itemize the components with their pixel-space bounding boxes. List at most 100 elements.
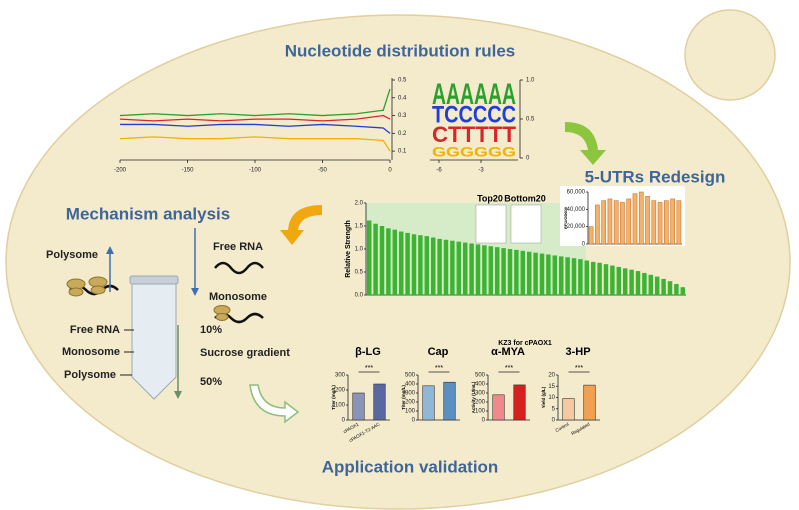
- y-tick-label: 15: [548, 384, 555, 390]
- mechanism-illustration: [66, 228, 264, 400]
- logo-row: CTTTTT: [432, 122, 517, 147]
- bar: [601, 200, 607, 245]
- logo-row: TCCCCC: [432, 101, 516, 128]
- section-title: Application validation: [322, 457, 499, 476]
- line: [120, 123, 391, 134]
- bar: [571, 258, 577, 295]
- arrow: [249, 384, 300, 424]
- bar: [584, 260, 590, 295]
- bar: [514, 249, 519, 295]
- y-axis-label: Yield (g/L): [541, 386, 546, 408]
- y-tick-label: 0.5: [355, 270, 364, 276]
- bar: [680, 287, 686, 295]
- bar: [392, 229, 398, 295]
- y-axis-label: Titer (mg/L): [331, 385, 336, 410]
- y-tick-label: 0: [582, 242, 586, 248]
- y-tick-label: 0.2: [398, 131, 407, 137]
- bar: [667, 281, 673, 295]
- label: Monosome: [209, 291, 267, 303]
- bar: [507, 249, 513, 295]
- y-tick-label: 40,000: [567, 207, 586, 213]
- bar: [648, 274, 654, 295]
- label: Polysome: [64, 369, 116, 381]
- label: 10%: [200, 324, 222, 336]
- bar: [603, 264, 609, 295]
- bar: [539, 253, 545, 295]
- bar: [405, 232, 410, 295]
- line: [119, 88, 391, 117]
- y-axis-label: Relative Strength: [345, 220, 352, 278]
- y-tick-label: 0.5: [398, 78, 407, 84]
- bar: [642, 272, 647, 295]
- bar: [607, 198, 613, 245]
- bar: [552, 255, 558, 295]
- x-tick-label: -150: [181, 168, 194, 174]
- bar: [430, 237, 436, 295]
- y-tick-label: 1.0: [526, 78, 535, 84]
- x-tick-label: -100: [249, 168, 262, 174]
- bar: [488, 246, 494, 295]
- y-tick-label: 0: [552, 418, 556, 424]
- y-tick-label: 0: [526, 156, 530, 162]
- inset-logo: [510, 204, 542, 244]
- bar: [635, 271, 641, 295]
- y-tick-label: 300: [335, 373, 346, 379]
- bar: [424, 236, 430, 295]
- y-tick-label: 1.5: [355, 224, 364, 230]
- x-tick-label: Control: [555, 422, 570, 434]
- chart-title: 3-HP: [565, 346, 590, 358]
- significance: ***: [365, 365, 373, 372]
- section-title: Nucleotide distribution rules: [285, 41, 515, 60]
- label: 50%: [200, 376, 222, 388]
- y-tick-label: 0.3: [398, 113, 407, 119]
- y-tick-label: 200: [475, 400, 486, 406]
- label: Free RNA: [213, 241, 263, 253]
- bar: [546, 254, 551, 295]
- bar: [398, 231, 404, 295]
- bar: [651, 200, 657, 245]
- inset-title: Bottom20: [504, 193, 546, 203]
- bar: [663, 200, 669, 245]
- bar: [654, 276, 660, 295]
- bar: [379, 226, 385, 295]
- y-tick-label: 0: [482, 418, 486, 424]
- bar: [610, 265, 615, 295]
- line: [119, 136, 391, 152]
- bar: [501, 248, 506, 295]
- bar: [629, 269, 634, 295]
- section-title: Mechanism analysis: [66, 204, 230, 223]
- arrow: [280, 205, 322, 245]
- bar: [588, 226, 594, 245]
- bar: [558, 256, 564, 295]
- y-tick-label: 60,000: [567, 190, 586, 196]
- y-tick-label: 0.1: [398, 149, 407, 155]
- bar: [422, 385, 435, 421]
- arrow: [565, 122, 606, 165]
- y-tick-label: 200: [335, 388, 346, 394]
- logo-row: AAAAAA: [432, 78, 516, 111]
- y-tick-label: 500: [475, 373, 486, 379]
- bar: [386, 228, 391, 295]
- y-tick-label: 100: [475, 409, 486, 415]
- bar: [469, 243, 474, 295]
- inset-title: Top20: [477, 193, 503, 203]
- y-tick-label: 400: [405, 382, 416, 388]
- bar: [475, 244, 481, 295]
- chart-title: α-MYA: [491, 346, 525, 358]
- y-tick-label: 10: [548, 395, 555, 401]
- label: Sucrose gradient: [200, 347, 290, 359]
- section-title: 5-UTRs Redesign: [585, 167, 726, 186]
- x-tick-label: -50: [318, 168, 327, 174]
- logo-row: GGGGGG: [432, 144, 516, 160]
- bar: [645, 196, 650, 245]
- y-tick-label: 2.0: [355, 201, 364, 207]
- chart-title: Cap: [428, 346, 449, 358]
- bar: [622, 268, 628, 295]
- bar: [411, 234, 417, 295]
- x-tick-label: -200: [114, 168, 127, 174]
- bar: [418, 235, 423, 295]
- y-axis-label: Activity (U/mL): [471, 381, 476, 413]
- y-tick-label: 300: [405, 391, 416, 397]
- bar: [373, 223, 378, 295]
